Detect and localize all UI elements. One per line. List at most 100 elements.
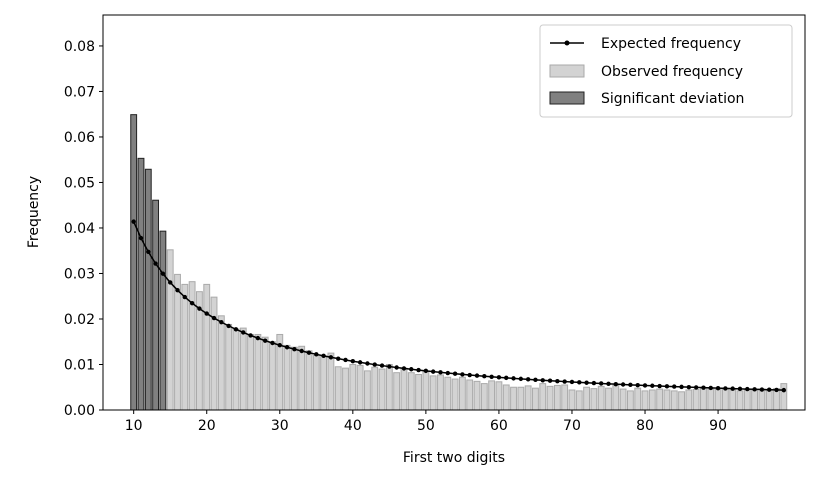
observed-bar-64: [524, 385, 532, 411]
observed-bar-66: [539, 383, 547, 411]
observed-bar-28: [261, 336, 269, 411]
expected-point-43: [372, 362, 377, 367]
observed-bar-55: [458, 376, 466, 411]
observed-bar-78: [626, 390, 634, 411]
expected-point-99: [781, 387, 787, 393]
observed-bar-59: [488, 380, 496, 411]
expected-point-23: [226, 323, 231, 329]
observed-bar-24: [232, 328, 240, 411]
observed-bar-91: [721, 388, 729, 411]
expected-point-57: [474, 373, 480, 378]
significant-bar-12: [144, 168, 152, 411]
observed-bar-41: [356, 364, 364, 411]
observed-bar-60: [495, 381, 503, 411]
expected-point-13: [153, 261, 158, 266]
expected-point-39: [343, 357, 348, 363]
legend-observed-swatch: [549, 64, 585, 78]
expected-point-82: [657, 383, 662, 389]
expected-point-14: [160, 271, 166, 276]
legend: Expected frequency Observed frequency Si…: [539, 24, 793, 118]
expected-point-72: [584, 380, 589, 385]
x-tick-label: 30: [271, 418, 289, 434]
expected-point-98: [774, 387, 779, 393]
x-tick-label: 60: [490, 418, 508, 434]
observed-bar-61: [502, 384, 510, 411]
observed-bar-88: [700, 387, 707, 411]
observed-bar-54: [451, 378, 459, 411]
observed-bar-85: [678, 391, 685, 411]
expected-point-11: [138, 235, 144, 241]
expected-point-73: [591, 380, 597, 386]
y-tick-label: 0.00: [64, 403, 95, 419]
expected-point-26: [248, 333, 253, 338]
observed-bar-62: [510, 386, 517, 411]
significant-bar-14: [159, 230, 167, 411]
expected-point-48: [409, 367, 414, 372]
expected-point-75: [606, 381, 611, 387]
expected-point-62: [511, 376, 516, 381]
significant-bar-13: [152, 199, 160, 411]
observed-bar-44: [378, 368, 386, 411]
expected-point-74: [598, 381, 604, 386]
expected-point-78: [628, 382, 633, 388]
observed-bar-32: [290, 346, 298, 411]
expected-point-52: [438, 370, 443, 375]
expected-point-20: [204, 311, 209, 316]
expected-point-71: [577, 380, 582, 385]
observed-bar-93: [736, 390, 744, 411]
expected-point-24: [233, 327, 239, 332]
observed-bar-15: [166, 249, 174, 411]
expected-point-17: [182, 294, 188, 300]
expected-point-68: [555, 378, 560, 384]
observed-bar-82: [656, 388, 664, 411]
observed-bar-80: [641, 390, 649, 411]
expected-point-70: [569, 379, 575, 385]
expected-point-79: [635, 382, 640, 388]
expected-point-81: [650, 383, 655, 388]
expected-point-94: [745, 386, 750, 392]
observed-bar-23: [225, 323, 233, 411]
expected-point-34: [306, 350, 312, 355]
legend-observed-label: Observed frequency: [601, 64, 743, 80]
expected-point-18: [189, 300, 195, 306]
expected-point-12: [146, 249, 151, 255]
observed-bar-21: [210, 296, 218, 411]
expected-point-92: [730, 386, 735, 391]
expected-point-30: [277, 342, 282, 348]
expected-point-38: [336, 356, 341, 361]
observed-bar-95: [751, 389, 759, 411]
expected-point-85: [679, 384, 684, 390]
observed-bar-29: [269, 341, 276, 411]
expected-point-95: [752, 387, 757, 392]
observed-bar-79: [634, 387, 642, 411]
expected-point-51: [430, 369, 436, 374]
observed-bar-83: [663, 389, 671, 411]
y-tick-label: 0.03: [64, 266, 95, 282]
expected-point-45: [387, 364, 392, 369]
expected-point-63: [518, 376, 524, 382]
expected-point-35: [314, 352, 319, 357]
expected-point-37: [328, 355, 334, 360]
observed-bar-48: [407, 372, 415, 411]
y-tick-label: 0.04: [64, 221, 95, 237]
observed-bar-38: [334, 366, 342, 411]
observed-bar-47: [400, 367, 408, 411]
expected-point-27: [255, 335, 261, 341]
expected-point-93: [737, 386, 743, 392]
observed-bar-56: [466, 379, 474, 411]
expected-point-88: [701, 385, 706, 390]
legend-expected-label: Expected frequency: [601, 36, 741, 52]
expected-point-10: [131, 219, 136, 224]
expected-point-40: [350, 358, 356, 364]
observed-bar-99: [780, 383, 788, 411]
x-tick-label: 10: [125, 418, 143, 434]
expected-point-89: [708, 385, 713, 391]
observed-bar-72: [583, 386, 591, 411]
expected-point-76: [613, 381, 619, 387]
observed-bar-45: [385, 363, 393, 411]
expected-point-61: [504, 375, 509, 381]
expected-point-65: [533, 377, 538, 383]
x-tick-label: 20: [198, 418, 216, 434]
